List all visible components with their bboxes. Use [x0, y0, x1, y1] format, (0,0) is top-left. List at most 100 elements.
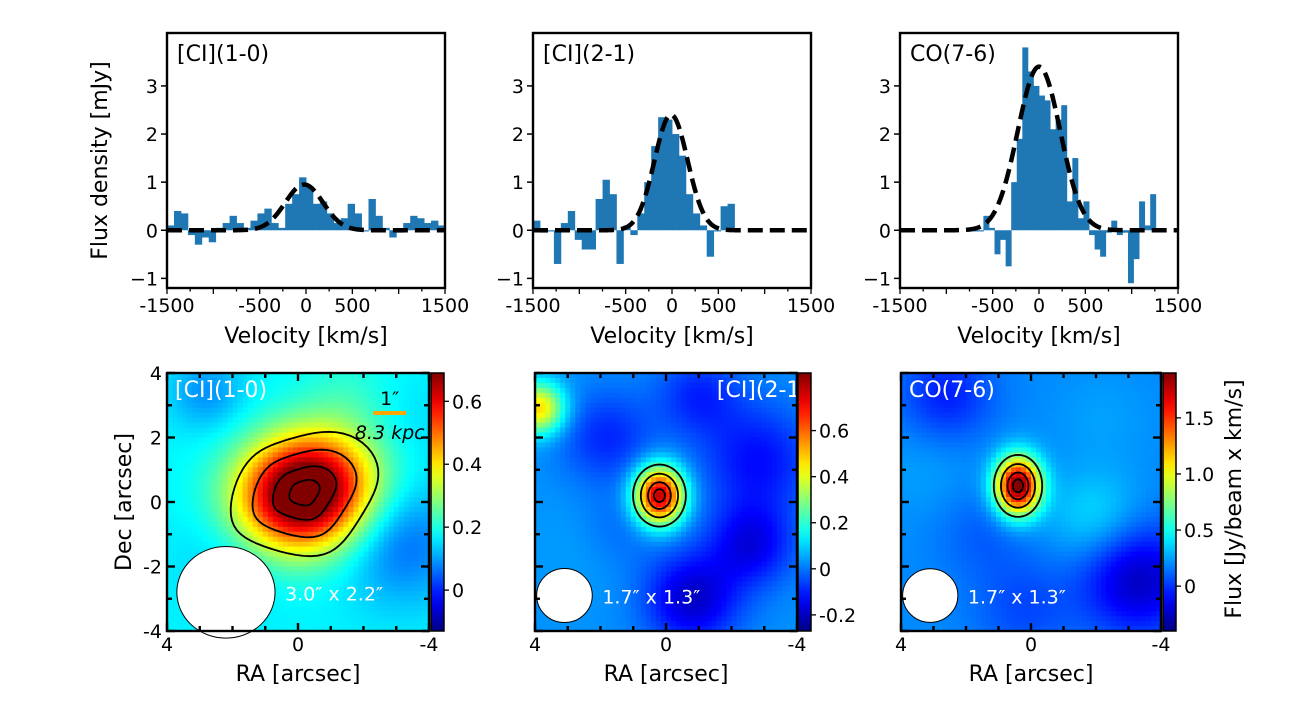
heatmap-cell	[303, 373, 309, 379]
heatmap-cell	[252, 502, 259, 508]
scale-bar-label: 1″	[380, 388, 399, 410]
heatmap-cell	[383, 457, 390, 463]
heatmap-cell	[655, 492, 662, 498]
heatmap-cell	[393, 616, 400, 622]
heatmap-cell	[267, 506, 274, 513]
heatmap-cell	[605, 506, 612, 513]
heatmap-cell	[358, 581, 365, 587]
heatmap-cell	[776, 541, 783, 548]
heatmap-cell	[167, 521, 173, 528]
heatmap-cell	[353, 502, 360, 508]
heatmap-cell	[666, 457, 672, 463]
heatmap-cell	[328, 511, 334, 518]
heatmap-cell	[313, 502, 319, 508]
heatmap-cell	[741, 387, 748, 394]
heatmap-cell	[282, 427, 289, 434]
heatmap-cell	[202, 541, 208, 548]
heatmap-cell	[403, 422, 410, 429]
heatmap-cell	[308, 402, 314, 409]
heatmap-cell	[761, 482, 768, 488]
heatmap-cell	[595, 452, 602, 458]
heatmap-cell	[267, 447, 274, 453]
heatmap-cell	[272, 516, 279, 523]
heatmap-cell	[418, 511, 425, 518]
heatmap-cell	[343, 591, 349, 597]
heatmap-cell	[197, 502, 203, 508]
heatmap-cell	[313, 581, 319, 587]
heatmap-cell	[746, 427, 753, 434]
y-tick-label: 2	[879, 124, 891, 146]
heatmap-cell	[413, 373, 420, 379]
heatmap-cell	[187, 506, 193, 513]
heatmap-cell	[726, 422, 733, 429]
heatmap-cell	[696, 531, 702, 538]
heatmap-cell	[746, 373, 753, 379]
heatmap-cell	[313, 472, 319, 478]
heatmap-cell	[338, 546, 344, 553]
heatmap-cell	[660, 452, 667, 458]
heatmap-cell	[650, 536, 657, 543]
heatmap-cell	[172, 452, 178, 458]
heatmap-cell	[308, 581, 314, 587]
heatmap-cell	[358, 373, 365, 379]
heatmap-cell	[635, 521, 642, 528]
heatmap-cell	[202, 546, 208, 553]
heatmap-cell	[746, 472, 753, 478]
heatmap-cell	[605, 417, 612, 424]
heatmap-cell	[408, 477, 415, 483]
heatmap-cell	[197, 521, 203, 528]
heatmap-cell	[408, 526, 415, 533]
heatmap-cell	[272, 586, 279, 592]
heatmap-cell	[172, 551, 178, 558]
heatmap-cell	[373, 377, 380, 384]
heatmap-cell	[736, 417, 743, 424]
heatmap-cell	[756, 422, 763, 429]
heatmap-cell	[172, 467, 178, 473]
heatmap-cell	[313, 462, 319, 468]
heatmap-cell	[172, 373, 178, 379]
heatmap-cell	[721, 377, 728, 384]
heatmap-cell	[418, 373, 425, 379]
heatmap-cell	[287, 526, 294, 533]
heatmap-cell	[600, 477, 607, 483]
heatmap-cell	[237, 447, 244, 453]
heatmap-cell	[786, 516, 793, 523]
heatmap-cell	[313, 422, 319, 429]
heatmap-cell	[403, 477, 410, 483]
heatmap-cell	[242, 387, 249, 394]
heatmap-cell	[666, 462, 672, 468]
heatmap-cell	[343, 506, 349, 513]
heatmap-cell	[686, 492, 692, 498]
heatmap-cell	[378, 447, 385, 453]
heatmap-cell	[726, 457, 733, 463]
heatmap-cell	[373, 516, 380, 523]
heatmap-cell	[560, 442, 566, 449]
heatmap-cell	[716, 377, 723, 384]
heatmap-cell	[398, 382, 405, 389]
heatmap-cell	[353, 457, 360, 463]
heatmap-cell	[182, 427, 188, 434]
heatmap-cell	[353, 437, 360, 444]
heatmap-cell	[348, 581, 355, 587]
heatmap-cell	[323, 596, 329, 602]
heatmap-cell	[791, 427, 798, 434]
x-tick-label: -1500	[872, 295, 927, 317]
heatmap-cell	[333, 561, 339, 568]
heatmap-cell	[545, 502, 551, 508]
heatmap-cell	[222, 541, 229, 548]
heatmap-cell	[303, 442, 309, 449]
heatmap-cell	[650, 531, 657, 538]
heatmap-cell	[212, 457, 218, 463]
heatmap-cell	[403, 447, 410, 453]
heatmap-cell	[277, 427, 284, 434]
heatmap-cell	[217, 526, 224, 533]
heatmap-cell	[575, 397, 581, 404]
heatmap-cell	[187, 472, 193, 478]
heatmap-cell	[716, 432, 723, 439]
heatmap-cell	[403, 576, 410, 582]
heatmap-cell	[751, 377, 758, 384]
heatmap-cell	[625, 467, 632, 473]
heatmap-cell	[595, 536, 602, 543]
heatmap-cell	[343, 467, 349, 473]
heatmap-cell	[222, 397, 229, 404]
